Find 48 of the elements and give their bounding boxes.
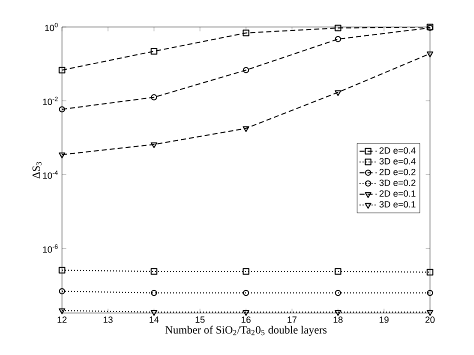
y-axis-title: ΔS$_{3}$ <box>32 162 42 178</box>
point <box>242 290 250 296</box>
point <box>58 266 66 274</box>
x-tick-label: 18 <box>334 316 343 323</box>
point <box>334 268 342 275</box>
point <box>150 310 158 316</box>
legend-label: 2D e=0.1 <box>380 190 416 197</box>
point <box>58 152 66 158</box>
x-tick-label: 19 <box>380 316 389 323</box>
point <box>242 268 250 275</box>
point <box>150 142 158 148</box>
point <box>334 36 342 42</box>
point <box>150 94 158 100</box>
x-tick-label: 14 <box>150 316 159 323</box>
point <box>150 290 158 296</box>
legend-label: 3D e=0.1 <box>379 201 416 208</box>
point <box>426 290 434 296</box>
point <box>426 268 434 276</box>
point <box>150 268 158 275</box>
point <box>334 310 342 316</box>
x-tick-label: 17 <box>288 316 297 323</box>
x-axis-title: Number of SiO$_{2}$/Ta$_{2}$0$_{5}$ double layers <box>165 326 327 336</box>
y-tick-label: 10$^{-4}$ <box>43 170 58 179</box>
point <box>150 48 158 55</box>
point <box>242 67 250 74</box>
point <box>334 90 342 96</box>
legend-label: 3D e=0.4 <box>379 158 416 164</box>
x-tick-label: 12 <box>58 316 67 323</box>
point <box>334 290 342 296</box>
x-tick-label: 16 <box>242 316 251 323</box>
point <box>334 24 342 32</box>
y-tick-label: 10$^{-2}$ <box>43 96 58 106</box>
point <box>58 66 66 74</box>
point <box>426 310 434 316</box>
point <box>426 52 434 58</box>
point <box>242 30 250 36</box>
point <box>58 106 66 112</box>
x-tick-label: 20 <box>425 316 435 323</box>
y-tick-label: 10$^{0}$ <box>45 22 58 32</box>
x-tick-label: 13 <box>104 316 113 323</box>
point <box>58 288 66 294</box>
point <box>242 126 250 132</box>
legend-label: 3D e=0.2 <box>379 180 416 186</box>
y-tick-label: 10$^{-6}$ <box>43 244 58 253</box>
x-tick-label: 15 <box>196 316 205 323</box>
legend-label: 2D e=0.4 <box>380 147 416 154</box>
legend-label: 2D e=0.2 <box>380 168 416 176</box>
point <box>242 310 250 316</box>
